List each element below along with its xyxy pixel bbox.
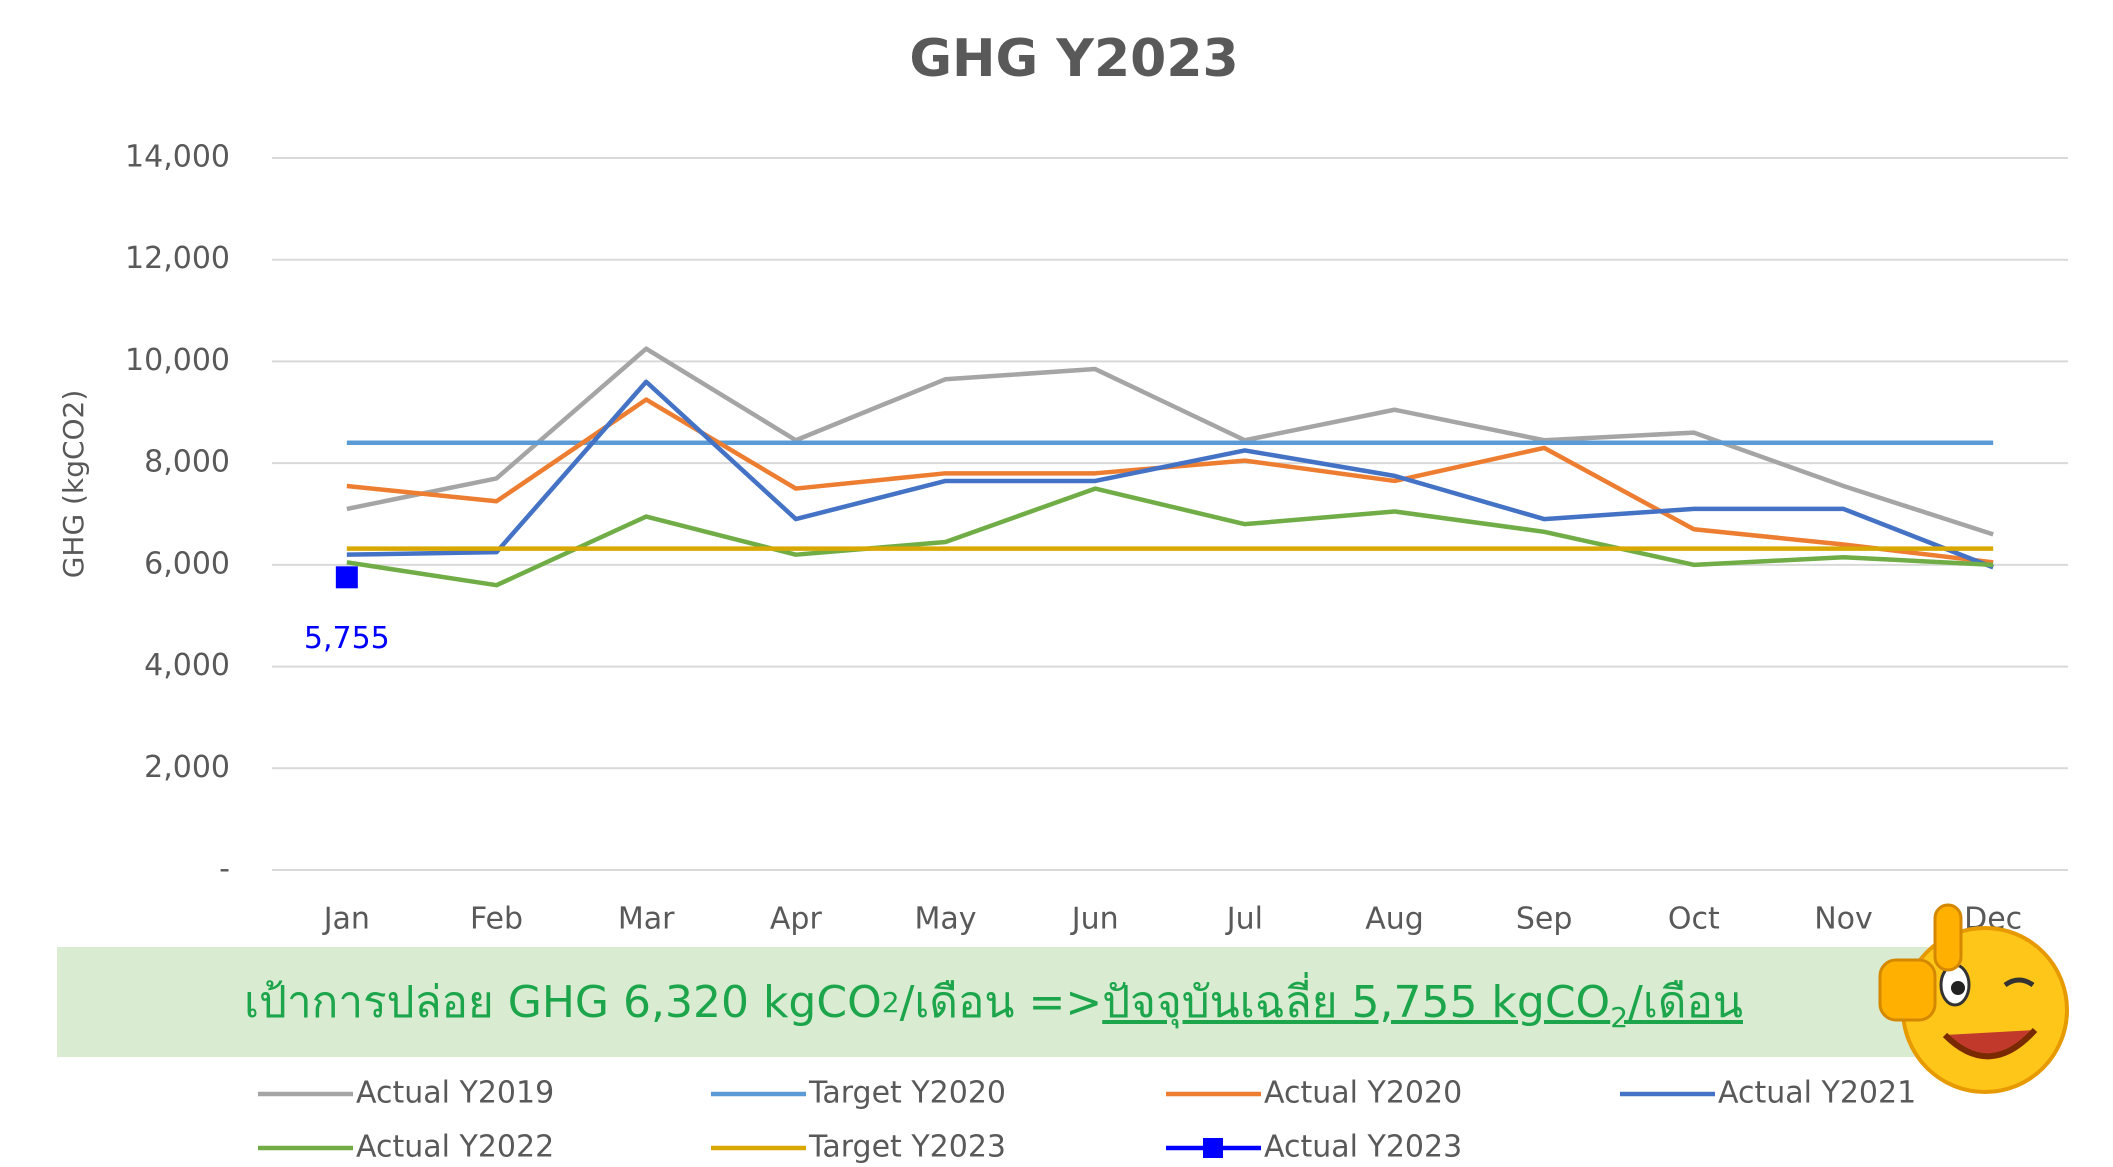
point-marker: [335, 566, 358, 589]
x-tick-label: Jul: [1225, 902, 1263, 937]
y-axis-label: GHG (kgCO2): [57, 390, 90, 579]
y-tick-label: 12,000: [125, 241, 230, 276]
plot: - 2,000 4,000 6,000 8,000 10,000 12,000 14,000 J…: [125, 140, 2068, 1165]
x-tick-label: Jan: [322, 902, 370, 937]
chart-title: GHG Y2023: [909, 29, 1238, 89]
x-tick-label: Dec: [1964, 902, 2022, 937]
x-tick-label: Oct: [1668, 902, 1720, 937]
legend-label: Actual Y2022: [356, 1130, 554, 1165]
legend-label: Actual Y2021: [1718, 1076, 1916, 1111]
legend-label: Target Y2023: [808, 1130, 1006, 1165]
legend-label: Actual Y2023: [1264, 1130, 1462, 1165]
x-tick-label: Jun: [1070, 902, 1119, 937]
banner-text: ปัจจุบันเฉลี่ย 5,755 kgCO: [1102, 977, 1611, 1028]
data-label: 5,755: [304, 621, 390, 656]
legend-label: Actual Y2020: [1264, 1076, 1462, 1111]
legend-label: Actual Y2019: [356, 1076, 554, 1111]
banner-sub: 2: [1610, 1000, 1629, 1034]
series-line: [346, 486, 1994, 588]
banner-text: ปัจจุบันเฉลี่ย 5,755 kgCO2/เดือน: [1102, 967, 1743, 1037]
banner-text: /เดือน: [1628, 977, 1743, 1028]
legend-marker: [1203, 1138, 1223, 1158]
banner-text: เป้าการปล่อย GHG 6,320 kgCO: [244, 977, 882, 1028]
y-tick-label: 4,000: [144, 648, 230, 683]
x-tick-label: Apr: [770, 902, 823, 937]
banner-sub: 2: [881, 985, 900, 1019]
series-line: [346, 379, 1994, 570]
x-tick-label: Nov: [1814, 902, 1873, 937]
x-tick-label: Aug: [1365, 902, 1424, 937]
x-tick-label: May: [914, 902, 976, 937]
y-tick-label: 6,000: [144, 546, 230, 581]
legend-label: Target Y2020: [808, 1076, 1006, 1111]
x-tick-label: Sep: [1516, 902, 1573, 937]
banner-text: /เดือน =>: [899, 977, 1103, 1028]
y-tick-label: 8,000: [144, 445, 230, 480]
y-tick-label: 2,000: [144, 750, 230, 785]
series-line: [346, 397, 1994, 565]
y-tick-label: -: [219, 852, 230, 887]
banner: เป้าการปล่อย GHG 6,320 kgCO 2/เดือน => ปั…: [57, 947, 1930, 1057]
y-tick-label: 10,000: [125, 343, 230, 378]
x-tick-label: Feb: [470, 902, 523, 937]
y-tick-label: 14,000: [125, 140, 230, 175]
x-tick-label: Mar: [618, 902, 675, 937]
